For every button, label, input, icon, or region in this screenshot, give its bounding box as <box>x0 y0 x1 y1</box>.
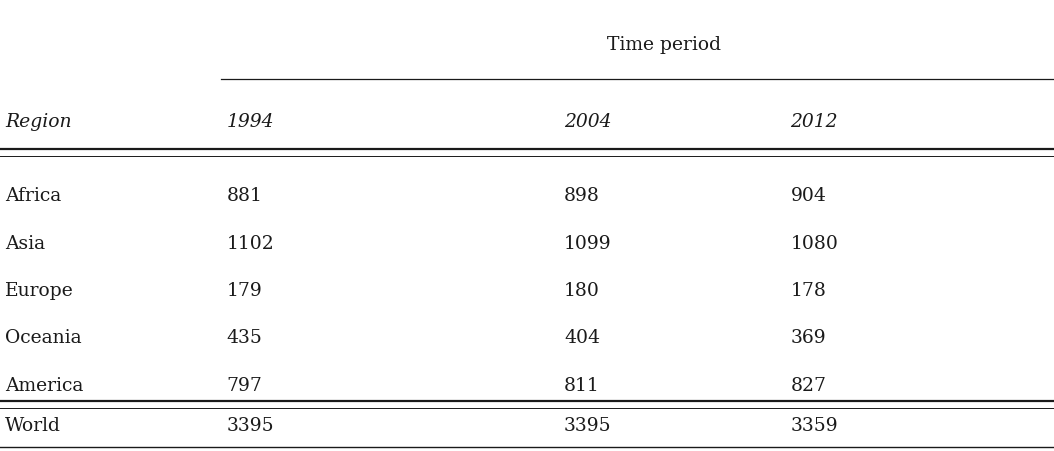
Text: 3359: 3359 <box>790 417 838 435</box>
Text: America: America <box>5 377 83 395</box>
Text: Africa: Africa <box>5 187 61 205</box>
Text: 1080: 1080 <box>790 235 838 253</box>
Text: 2004: 2004 <box>564 113 611 131</box>
Text: Time period: Time period <box>607 36 721 54</box>
Text: 1994: 1994 <box>227 113 274 131</box>
Text: 811: 811 <box>564 377 600 395</box>
Text: 369: 369 <box>790 329 826 347</box>
Text: 180: 180 <box>564 282 600 300</box>
Text: 435: 435 <box>227 329 262 347</box>
Text: 1102: 1102 <box>227 235 274 253</box>
Text: 404: 404 <box>564 329 600 347</box>
Text: Europe: Europe <box>5 282 74 300</box>
Text: 797: 797 <box>227 377 262 395</box>
Text: World: World <box>5 417 61 435</box>
Text: Region: Region <box>5 113 72 131</box>
Text: 3395: 3395 <box>564 417 611 435</box>
Text: 904: 904 <box>790 187 826 205</box>
Text: 827: 827 <box>790 377 826 395</box>
Text: 881: 881 <box>227 187 262 205</box>
Text: 178: 178 <box>790 282 826 300</box>
Text: 898: 898 <box>564 187 600 205</box>
Text: 179: 179 <box>227 282 262 300</box>
Text: Asia: Asia <box>5 235 45 253</box>
Text: Oceania: Oceania <box>5 329 82 347</box>
Text: 3395: 3395 <box>227 417 274 435</box>
Text: 2012: 2012 <box>790 113 838 131</box>
Text: 1099: 1099 <box>564 235 611 253</box>
